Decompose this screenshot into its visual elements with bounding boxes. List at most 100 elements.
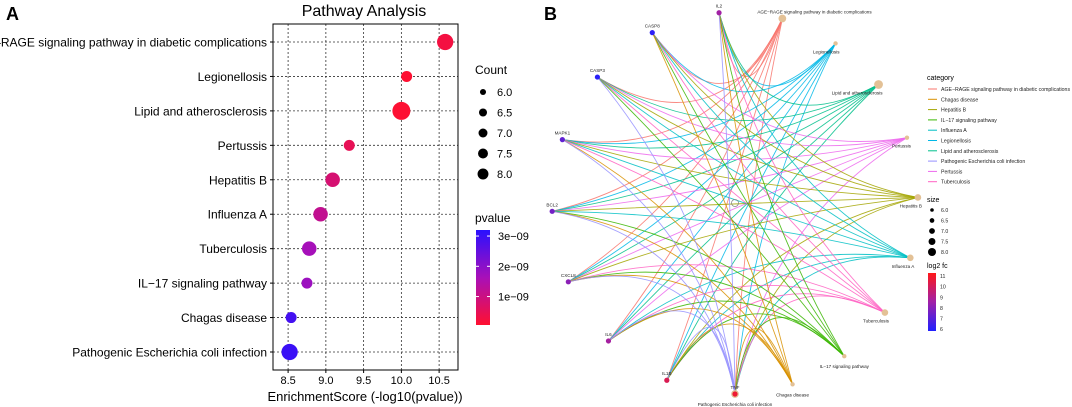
gene-node-label: BCL2 xyxy=(546,202,558,207)
data-point xyxy=(325,172,340,188)
network-edge xyxy=(608,43,836,342)
count-legend-label: 7.0 xyxy=(497,128,512,140)
gene-node xyxy=(549,208,555,214)
network-edge xyxy=(608,310,736,395)
gene-node-label: IL2 xyxy=(716,4,723,9)
data-point xyxy=(301,241,317,256)
network-edge xyxy=(552,210,911,259)
network-edge xyxy=(651,32,836,93)
count-legend-dot xyxy=(479,88,487,96)
network-edge xyxy=(666,256,911,381)
gene-node-label: TNF xyxy=(731,385,740,390)
network-edge xyxy=(666,43,836,381)
pathway-node xyxy=(842,354,847,359)
network-edge xyxy=(718,12,911,259)
x-axis-title: EnrichmentScore (-log10(pvalue)) xyxy=(267,389,462,404)
gene-node xyxy=(732,391,738,397)
fc-legend-label: 8 xyxy=(940,306,943,312)
plot-panel xyxy=(272,23,459,371)
network-edge xyxy=(608,18,783,342)
data-point xyxy=(343,139,355,151)
x-tick-label: 8.5 xyxy=(280,375,295,387)
category-legend-label: Tuberculosis xyxy=(941,180,971,186)
category-legend-label: Pertussis xyxy=(941,169,963,175)
data-point xyxy=(437,33,454,51)
network-edge xyxy=(568,18,783,283)
y-tick-label: Hepatitis B xyxy=(209,173,267,187)
pathway-node xyxy=(778,14,787,23)
network-edge xyxy=(651,18,783,84)
data-point xyxy=(281,343,298,361)
network-edge xyxy=(608,84,879,342)
chart-title: Pathway Analysis xyxy=(302,3,427,20)
network-edge xyxy=(568,84,879,283)
network-edge xyxy=(562,137,908,161)
count-legend-label: 7.5 xyxy=(497,149,512,161)
count-legend-label: 8.0 xyxy=(497,169,512,181)
network-edge xyxy=(568,275,736,395)
network-edge xyxy=(608,308,793,385)
network-edge xyxy=(562,139,911,259)
data-point xyxy=(401,70,413,82)
count-legend-title: Count xyxy=(475,63,508,77)
fc-colorbar xyxy=(928,273,936,331)
size-legend-label: 6.5 xyxy=(941,219,948,225)
network-edge xyxy=(597,76,845,357)
network-edge xyxy=(568,271,845,357)
network-edge xyxy=(597,76,911,259)
pathway-node-label: Influenza A xyxy=(892,264,916,269)
size-legend-title: size xyxy=(927,197,940,204)
gene-node-label: CASP8 xyxy=(645,24,661,29)
network-edge xyxy=(651,32,845,357)
network-edge xyxy=(718,12,845,357)
pathway-node-label: Tuberculosis xyxy=(863,319,890,324)
data-points xyxy=(281,33,454,361)
network-edge xyxy=(666,326,736,395)
data-point xyxy=(285,312,297,324)
size-legend-dot xyxy=(928,248,936,256)
network-center-ring xyxy=(731,199,739,207)
count-legend-dot xyxy=(478,108,488,117)
network-edge xyxy=(718,12,918,198)
pathway-node xyxy=(904,135,910,140)
network-edge xyxy=(552,18,783,212)
y-axis-labels: AGE–RAGE signaling pathway in diabetic c… xyxy=(0,36,267,360)
y-axis-ticks xyxy=(270,41,273,353)
network-edge xyxy=(562,139,918,198)
fc-legend-title: log2 fc xyxy=(927,263,948,270)
network-edge xyxy=(562,43,836,145)
x-tick-label: 10.5 xyxy=(428,375,449,387)
network-edge xyxy=(651,32,886,313)
category-legend-label: Influenza A xyxy=(941,128,967,134)
category-legend: AGE−RAGE signaling pathway in diabetic c… xyxy=(928,87,1070,186)
gene-node-label: IL1B xyxy=(662,371,671,376)
category-legend-label: AGE−RAGE signaling pathway in diabetic c… xyxy=(941,87,1070,93)
count-legend-dot xyxy=(477,168,489,180)
category-legend-label: IL−17 signaling pathway xyxy=(941,118,997,124)
network-edge xyxy=(651,32,794,385)
size-legend-dot xyxy=(930,208,934,212)
network-edge xyxy=(568,196,918,283)
gene-node xyxy=(594,74,601,80)
pathway-node-label: Chagas disease xyxy=(776,392,809,397)
fc-legend-label: 10 xyxy=(940,285,946,291)
pathway-node xyxy=(874,80,883,89)
gene-node-label: IL6 xyxy=(605,332,612,337)
y-tick-label: Pathogenic Escherichia coli infection xyxy=(72,346,267,360)
network-edges xyxy=(552,12,919,395)
network-edge xyxy=(608,253,911,342)
gene-node xyxy=(605,338,612,344)
grid-lines xyxy=(273,24,458,370)
y-tick-label: Legionellosis xyxy=(198,70,267,84)
gene-node xyxy=(559,137,565,143)
fc-legend-label: 9 xyxy=(940,295,943,301)
gene-node-label: CASP3 xyxy=(590,68,606,73)
network-edge xyxy=(597,76,886,313)
network-edge xyxy=(568,137,908,283)
y-tick-label: Chagas disease xyxy=(181,311,267,325)
fc-legend: 11 10 9 8 7 6 xyxy=(940,274,946,333)
category-legend-label: Chagas disease xyxy=(941,97,978,103)
network-edge xyxy=(608,137,908,342)
fc-legend-label: 7 xyxy=(940,316,943,322)
